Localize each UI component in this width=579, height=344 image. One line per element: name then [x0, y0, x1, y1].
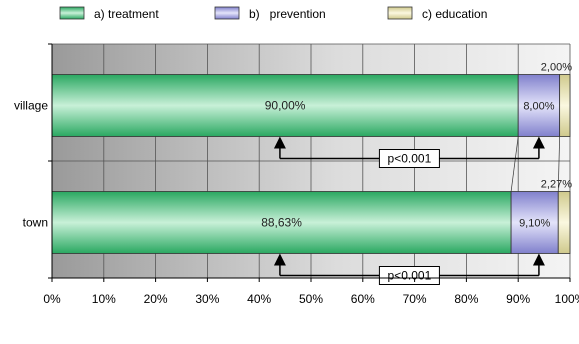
significance-label: p<0.001 [388, 152, 432, 166]
axes: village town 0% 10% 20% 30% 40% 50% 60% 70% 80% 90%… [14, 43, 579, 306]
x-tick-label: 20% [144, 292, 168, 306]
data-label-town-series-1: 9,10% [519, 218, 550, 230]
x-tick-label: 50% [299, 292, 323, 306]
x-tick-label: 90% [506, 292, 530, 306]
bar-town-series-1 [510, 191, 559, 254]
data-label-town-series-0: 88,63% [261, 216, 302, 230]
legend-swatch-series-1 [214, 6, 240, 20]
bars: 90,00% 8,00% 2,00% 88,63% 9,10% 2,27% [51, 62, 572, 254]
x-tick-label: 70% [403, 292, 427, 306]
data-label-village-series-0: 90,00% [265, 99, 306, 113]
legend-label-series-1: b) prevention [249, 7, 326, 21]
significance-label: p<0.001 [388, 269, 432, 283]
bar-village-series-1 [517, 74, 561, 137]
x-tick-label: 100% [555, 292, 579, 306]
data-label-village-series-2: 2,00% [541, 62, 572, 74]
legend-swatch-series-0 [59, 6, 85, 20]
category-label-town: town [23, 216, 48, 230]
annotations: p<0.001 p<0.001 [273, 136, 545, 285]
legend-swatch-series-2 [387, 6, 413, 20]
bar-village-series-2 [559, 74, 571, 137]
legend-label-series-0: a) treatment [94, 7, 159, 21]
category-label-village: village [14, 99, 48, 113]
significance-box [378, 266, 440, 285]
data-label-village-series-1: 8,00% [523, 101, 554, 113]
series-connector-line [510, 136, 519, 192]
x-tick-label: 60% [351, 292, 375, 306]
significance-box [378, 149, 440, 168]
legend-label-series-2: c) education [422, 7, 487, 21]
data-label-town-series-2: 2,27% [541, 179, 572, 191]
legend: a) treatment b) prevention c) education [59, 6, 487, 21]
x-tick-label: 10% [92, 292, 116, 306]
x-tick-label: 80% [454, 292, 478, 306]
bar-town-series-2 [557, 191, 571, 254]
series-connector-line [557, 136, 560, 192]
bar-village-series-0 [51, 74, 519, 137]
x-tick-label: 40% [247, 292, 271, 306]
x-tick-label: 0% [43, 292, 61, 306]
x-tick-label: 30% [195, 292, 219, 306]
